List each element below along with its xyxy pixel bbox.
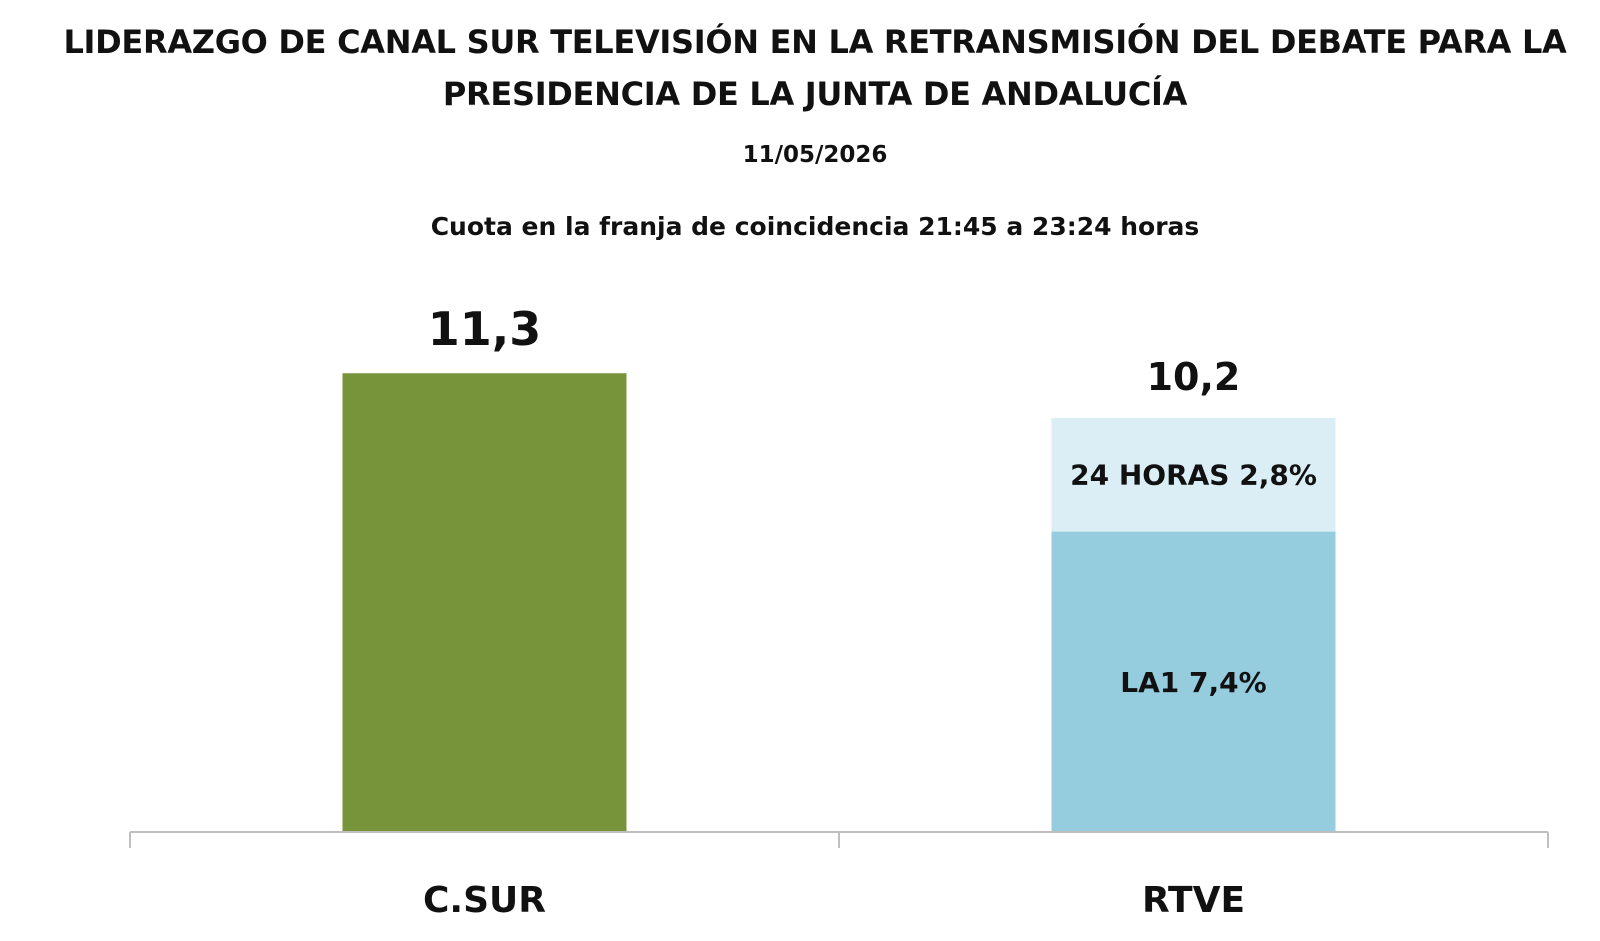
segment-label: LA1 7,4%: [1120, 666, 1266, 699]
category-label: RTVE: [1142, 880, 1245, 921]
chart-title-line2: PRESIDENCIA DE LA JUNTA DE ANDALUCÍA: [442, 75, 1188, 113]
chart-title: LIDERAZGO DE CANAL SUR TELEVISIÓN EN LA …: [40, 16, 1590, 120]
bar-total-label: 10,2: [1147, 355, 1241, 399]
chart-title-line1: LIDERAZGO DE CANAL SUR TELEVISIÓN EN LA …: [63, 23, 1567, 61]
bar-c-sur-segment-0: [342, 373, 627, 832]
chart-subtitle: Cuota en la franja de coincidencia 21:45…: [430, 212, 1200, 241]
bar-total-label: 11,3: [428, 302, 542, 356]
category-label: C.SUR: [423, 880, 546, 921]
bar-rtve-segment-0: [1051, 531, 1336, 832]
chart-date: 11/05/2026: [742, 142, 888, 168]
bar-rtve-segment-1: [1051, 417, 1336, 532]
segment-label: 24 HORAS 2,8%: [1070, 459, 1317, 492]
